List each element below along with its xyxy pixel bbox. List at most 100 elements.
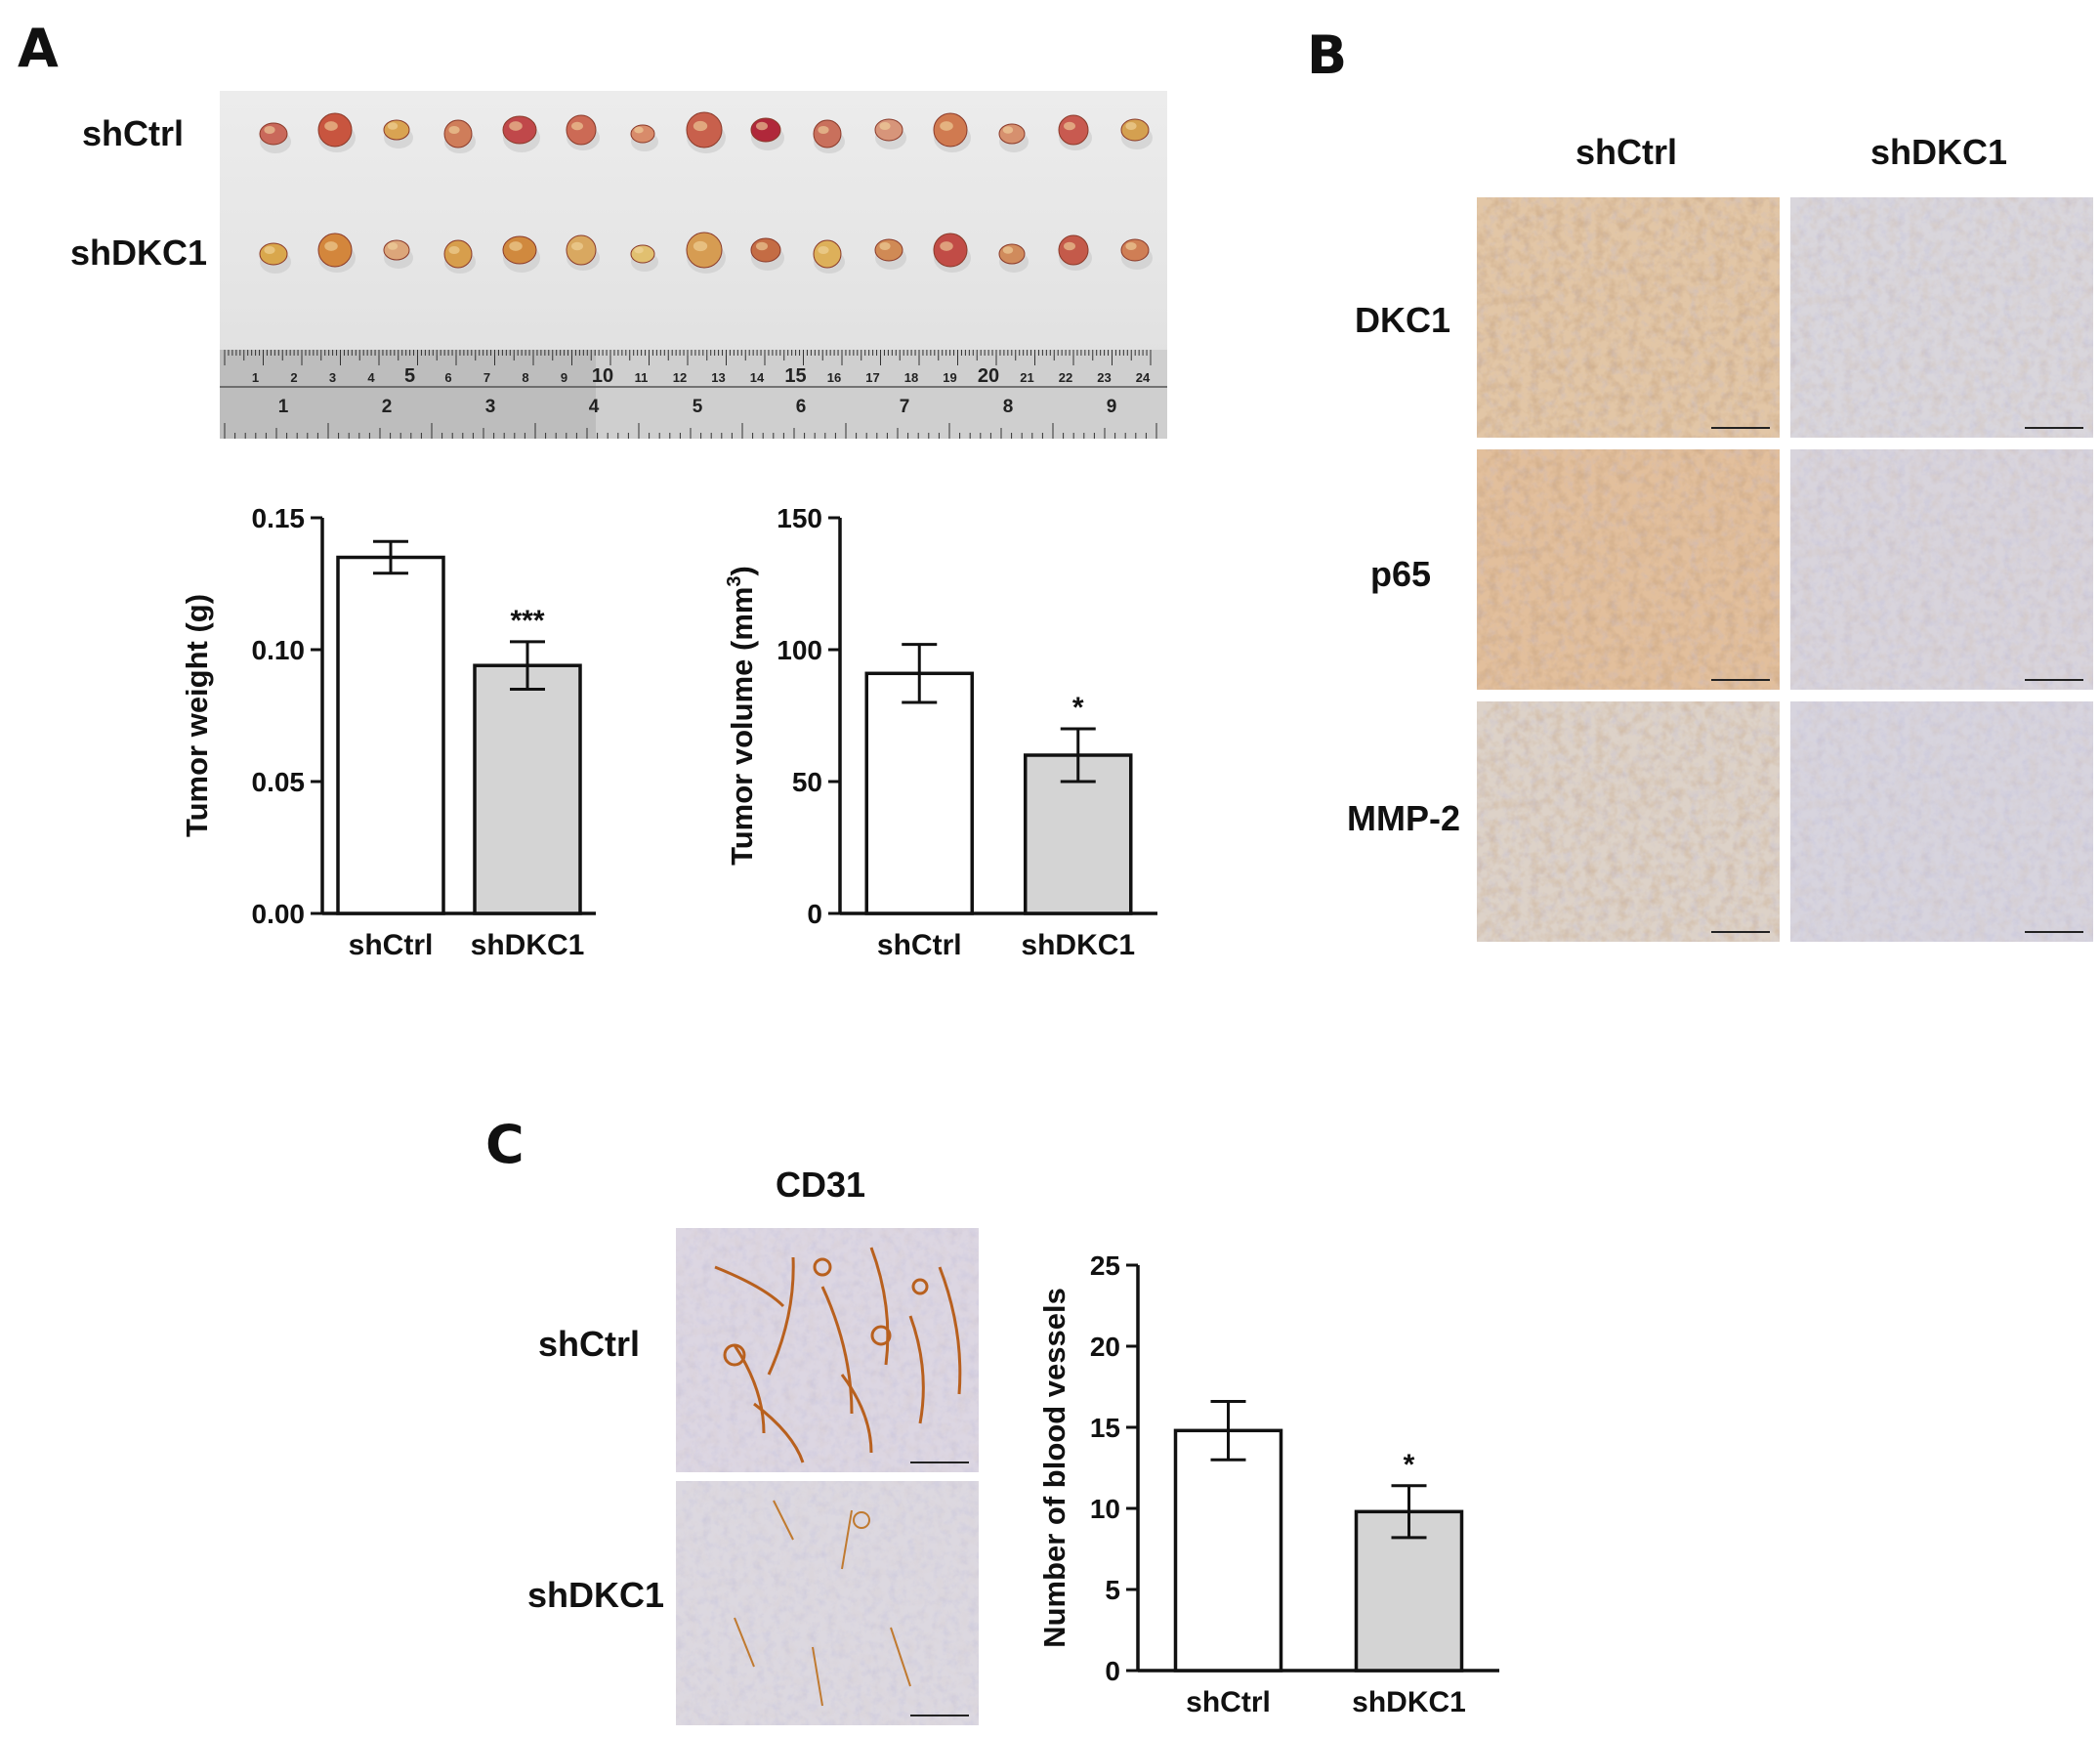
tumor-specimen (1058, 114, 1089, 146)
cd31-image-shdkc1 (676, 1481, 979, 1725)
weight-y-axis-label: Tumor weight (g) (180, 594, 214, 837)
vessel-stain (869, 1247, 890, 1366)
ihc-image-p65-shctrl (1477, 449, 1780, 690)
ruler-number-inch: 7 (900, 397, 910, 417)
vessel-stain (767, 1256, 795, 1376)
vessel-lumen (853, 1511, 870, 1529)
tumor-highlight (634, 246, 644, 254)
tumor-specimen (1120, 118, 1150, 142)
tumor-highlight (634, 126, 644, 134)
ihc-image-mmp2-shctrl (1477, 701, 1780, 942)
tumor-specimen (502, 235, 537, 265)
tumor-highlight (818, 246, 829, 254)
ruler-number-cm: 24 (1136, 370, 1151, 385)
panel-c-letter: C (485, 1114, 525, 1175)
weight-y-tick-label: 0.05 (252, 767, 306, 797)
ruler-number-cm: 16 (827, 370, 841, 385)
vessels-x-tick-label: shDKC1 (1352, 1686, 1466, 1718)
panel-a-letter: A (18, 18, 59, 79)
vessel-stain (908, 1315, 925, 1424)
tumor-highlight (693, 120, 708, 132)
vessel-stain (840, 1374, 873, 1454)
tumor-highlight (818, 126, 829, 134)
weight-x-tick-label: shDKC1 (471, 929, 585, 961)
tumor-highlight (324, 241, 338, 251)
tumor-specimen (813, 119, 842, 148)
ruler-number-cm: 8 (522, 370, 528, 385)
ruler-number-inch: 8 (1003, 397, 1014, 417)
tumor-highlight (387, 242, 399, 250)
photo-row-label-shdkc1: shDKC1 (69, 233, 207, 273)
weight-bar-shdkc1 (473, 663, 582, 915)
ruler-number-cm: 6 (444, 370, 451, 385)
tumor-weight-chart: 0.00 0.05 0.10 0.15 shCtrl *** shDKC1 Tumor wei… (180, 503, 596, 961)
tumor-specimen (933, 233, 968, 268)
tumor-specimen (630, 244, 655, 264)
volume-y-axis-label: Tumor volume (mm3) (724, 566, 759, 866)
tumor-highlight (1125, 242, 1137, 250)
cd31-title: CD31 (775, 1165, 866, 1205)
volume-bar-shctrl (864, 671, 974, 915)
ruler-number-cm: 1 (252, 370, 259, 385)
tumor-highlight (264, 126, 275, 134)
vessels-x-tick-label: shCtrl (1186, 1686, 1271, 1718)
tumor-specimen (998, 123, 1026, 145)
ruler-number-cm: 19 (943, 370, 956, 385)
ihc-column-label-shctrl: shCtrl (1575, 132, 1677, 172)
ruler-number-cm: 17 (865, 370, 879, 385)
tumor-volume-chart: 0 50 100 150 shCtrl * shDKC1 Tumor volume (mm3) (724, 503, 1157, 961)
tumor-highlight (324, 121, 338, 131)
tumor-highlight (1002, 126, 1014, 134)
weight-y-tick-label: 0.15 (252, 503, 306, 533)
vessels-significance-marker: * (1404, 1449, 1415, 1481)
weight-y-tick-label: 0.10 (252, 635, 306, 665)
ruler-number-cm: 20 (978, 365, 999, 387)
vessels-y-tick-label: 5 (1105, 1575, 1120, 1605)
tumor-highlight (1064, 241, 1075, 251)
tumor-highlight (1064, 121, 1075, 131)
vessels-y-tick-label: 0 (1105, 1656, 1120, 1686)
ruler-light-section (596, 350, 1167, 439)
ruler-number-inch: 4 (589, 397, 600, 417)
tumor-specimen (1058, 234, 1089, 266)
vessel-stain (753, 1402, 805, 1463)
tumor-highlight (448, 126, 460, 134)
blood-vessels-chart: 0 5 10 15 20 25 shCtrl * shDKC1 Number of blood v… (1037, 1250, 1499, 1718)
vessel-stain (734, 1617, 755, 1668)
ruler-number-cm: 5 (404, 365, 415, 387)
vessel-stain (938, 1266, 962, 1395)
ruler-number-cm: 11 (635, 370, 649, 385)
ihc-image-dkc1-shctrl (1477, 197, 1780, 438)
vessel-lumen (813, 1257, 832, 1277)
volume-x-tick-label: shDKC1 (1021, 929, 1135, 961)
tumor-highlight (879, 242, 891, 250)
tumor-photo-drawing: 1 2 3 4 5 6 7 8 9 10 11 12 13 14 15 16 17 18 19 20 21 22 23 241… (220, 111, 1167, 439)
vessel-stain (714, 1265, 785, 1308)
cd31-row-label-shdkc1: shDKC1 (526, 1575, 664, 1615)
tumor-highlight (509, 121, 523, 131)
tumor-specimen (933, 112, 968, 148)
tumor-specimen (259, 242, 288, 266)
tumor-specimen (317, 233, 353, 268)
ruler-number-cm: 18 (904, 370, 918, 385)
vessel-lumen (911, 1278, 929, 1295)
volume-significance-marker: * (1072, 692, 1084, 724)
tumor-specimen (998, 243, 1026, 265)
ruler-number-cm: 10 (592, 365, 613, 387)
photo-row-label-shctrl: shCtrl (81, 113, 184, 153)
ruler-number-inch: 2 (382, 397, 393, 417)
tumor-highlight (571, 241, 583, 251)
tumor-photo: 1 2 3 4 5 6 7 8 9 10 11 12 13 14 15 16 17 18 19 20 21 22 23 24 1… (220, 91, 1167, 439)
vessel-stain (773, 1500, 794, 1541)
ruler-number-cm: 22 (1059, 370, 1072, 385)
vessel-stain (841, 1509, 853, 1570)
tumor-highlight (509, 241, 523, 251)
vessels-y-tick-label: 10 (1090, 1494, 1120, 1524)
weight-significance-marker: *** (510, 605, 544, 637)
tumor-specimen (317, 112, 353, 148)
ruler-number-cm: 13 (711, 370, 725, 385)
ruler-number-cm: 23 (1097, 370, 1111, 385)
ruler-number-inch: 1 (278, 397, 289, 417)
ihc-column-label-shdkc1: shDKC1 (1869, 132, 2008, 172)
ruler-number-cm: 21 (1020, 370, 1033, 385)
